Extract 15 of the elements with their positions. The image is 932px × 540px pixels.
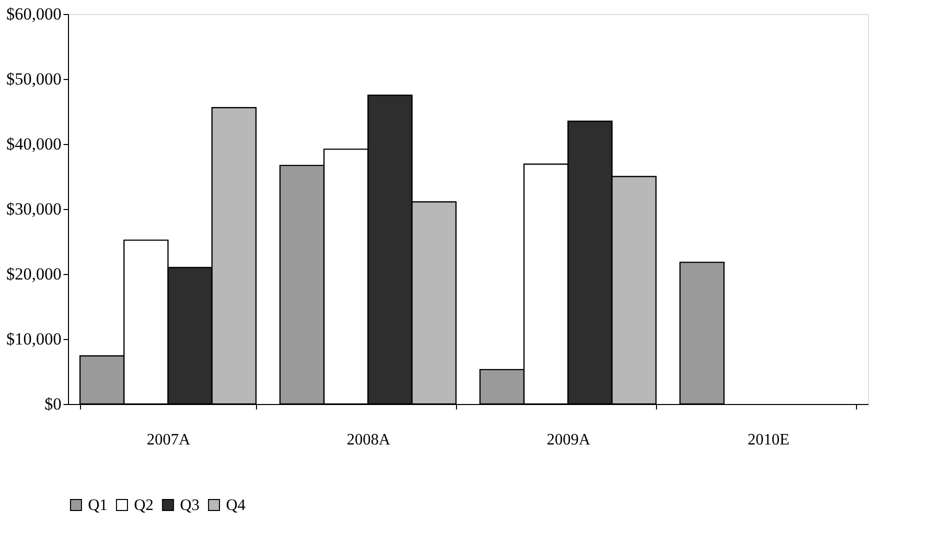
y-tick-label: $50,000 bbox=[6, 70, 62, 88]
x-tick-label: 2007A bbox=[146, 432, 191, 448]
legend-label: Q3 bbox=[180, 497, 200, 514]
y-tick-label: $10,000 bbox=[6, 330, 62, 348]
x-tick-label: 2010E bbox=[748, 432, 790, 448]
y-tick-label: $40,000 bbox=[6, 134, 62, 154]
y-tick-label: $0 bbox=[44, 394, 62, 414]
legend-label: Q4 bbox=[226, 497, 246, 514]
y-tick-label: $60,000 bbox=[6, 4, 62, 24]
legend-label: Q2 bbox=[134, 497, 154, 514]
y-tick-label: $30,000 bbox=[6, 200, 62, 218]
y-tick-label: $20,000 bbox=[6, 264, 62, 284]
legend-label: Q1 bbox=[88, 497, 108, 514]
x-tick-label: 2009A bbox=[546, 432, 591, 448]
x-tick-label: 2008A bbox=[346, 432, 391, 448]
